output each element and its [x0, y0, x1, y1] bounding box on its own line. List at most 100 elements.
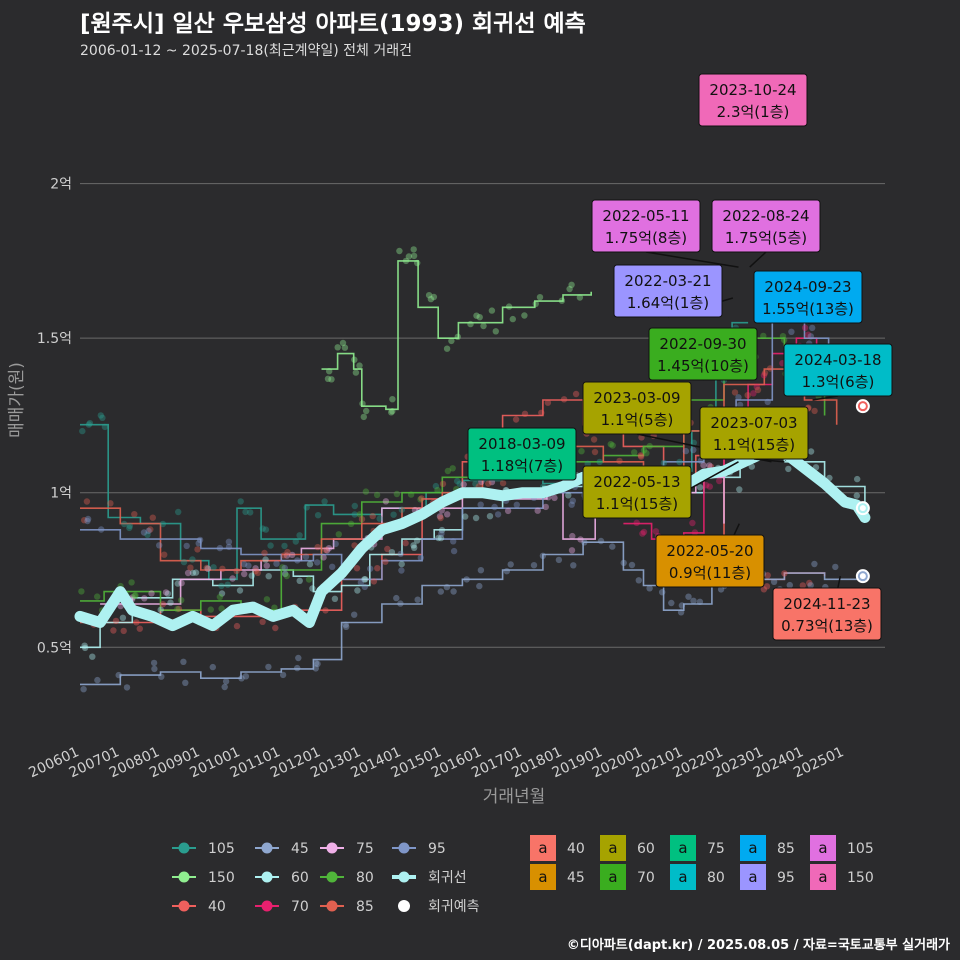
scatter-point [438, 526, 446, 534]
scatter-point [472, 514, 480, 522]
scatter-point [513, 501, 520, 508]
scatter-point [384, 545, 391, 553]
scatter-point [477, 501, 484, 508]
scatter-point [555, 556, 563, 564]
scatter-point [97, 412, 105, 419]
scatter-point [203, 564, 210, 572]
scatter-point [292, 538, 299, 545]
scatter-point [402, 539, 409, 547]
scatter-point [224, 581, 231, 588]
scatter-point [801, 324, 809, 331]
scatter-point [174, 605, 181, 613]
scatter-point [159, 520, 167, 528]
scatter-point [398, 567, 405, 574]
scatter-point [209, 663, 216, 671]
annotation-date: 2023-03-09 [593, 389, 680, 407]
scatter-point [360, 413, 367, 421]
scatter-point [237, 498, 244, 505]
legend-line-item: 105 [172, 841, 235, 857]
scatter-point [351, 502, 358, 510]
scatter-point [682, 447, 690, 455]
legend-box-label: 80 [707, 870, 725, 886]
scatter-point [145, 527, 152, 535]
annotation-price: 1.55억(13층) [762, 300, 854, 318]
legend-box-label: 75 [707, 841, 725, 857]
scatter-point [754, 386, 762, 394]
scatter-point [717, 586, 725, 593]
chart-title: [원주시] 일산 우보삼성 아파트(1993) 회귀선 예측 [80, 11, 586, 37]
legend-box-glyph: a [678, 839, 687, 857]
scatter-point [499, 479, 507, 487]
scatter-point [690, 597, 697, 604]
scatter-point [289, 551, 296, 559]
scatter-point [320, 554, 327, 561]
annotation-2022-09-30: 2022-09-30 1.45억(10층) [648, 327, 758, 381]
annotation-2022-03-21: 2022-03-21 1.64억(1층) [613, 264, 734, 318]
scatter-point [174, 580, 181, 587]
legend-box-swatch [670, 864, 696, 890]
scatter-point [216, 593, 224, 601]
scatter-point [263, 562, 270, 569]
annotation-price: 1.1억(15층) [713, 436, 795, 454]
scatter-point [312, 665, 319, 672]
scatter-point [187, 564, 194, 571]
scatter-point [566, 285, 573, 293]
scatter-point [254, 569, 261, 576]
x-axis-label: 거래년월 [483, 787, 546, 807]
scatter-point [706, 462, 713, 469]
legend-box-label: 150 [847, 870, 874, 886]
scatter-point [78, 588, 85, 595]
scatter-point [99, 414, 106, 421]
scatter-point [659, 589, 666, 596]
scatter-point [267, 542, 274, 549]
scatter-point [572, 390, 580, 398]
scatter-point [832, 563, 839, 571]
scatter-point [362, 576, 369, 583]
scatter-point [112, 617, 120, 625]
scatter-point [322, 546, 329, 554]
scatter-point [259, 525, 266, 532]
scatter-point [393, 490, 401, 498]
scatter-point [411, 544, 418, 551]
scatter-point [731, 389, 739, 396]
legend-line-item: 회귀선 [392, 870, 467, 886]
scatter-point [690, 446, 697, 454]
scatter-point [766, 365, 774, 372]
scatter-point [494, 511, 502, 518]
legend-box-item: a 80 [670, 864, 725, 890]
scatter-point [175, 605, 183, 613]
annotation-2022-05-20: 2022-05-20 0.9억(11층) [655, 523, 765, 588]
scatter-point [788, 328, 795, 335]
scatter-point [463, 576, 470, 583]
scatter-point [576, 294, 584, 301]
scatter-point [281, 542, 288, 550]
scatter-point [294, 664, 301, 672]
scatter-point [314, 660, 321, 668]
scatter-point [94, 676, 101, 684]
scatter-point [367, 565, 374, 572]
scatter-point [359, 400, 366, 407]
y-tick-label: 1억 [50, 486, 72, 502]
annotation-date: 2022-03-21 [624, 272, 711, 290]
scatter-point [296, 577, 303, 584]
scatter-point [467, 320, 474, 328]
y-axis-label: 매매가(원) [7, 362, 27, 438]
scatter-point [450, 547, 458, 555]
scatter-point [182, 679, 189, 686]
legend-box-swatch [530, 835, 556, 861]
scatter-point [486, 513, 494, 520]
legend-label: 40 [208, 899, 226, 915]
annotation-date: 2022-08-24 [722, 207, 809, 225]
legend-box-item: a 40 [530, 835, 585, 861]
legend-box-swatch [810, 835, 836, 861]
chart-subtitle: 2006-01-12 ~ 2025-07-18(최근계약일) 전체 거래건 [80, 43, 412, 59]
scatter-point [356, 362, 363, 369]
legend-lines: 105 45 75 95 150 60 80 회귀선 40 70 85 회귀예측 [172, 841, 480, 915]
legend-line-item: 60 [255, 870, 309, 886]
legend-label: 회귀선 [428, 870, 467, 886]
scatter-point [306, 561, 314, 568]
annotation-box [783, 343, 893, 397]
scatter-point [806, 579, 813, 587]
scatter-point [314, 512, 322, 519]
scatter-point [382, 558, 389, 565]
